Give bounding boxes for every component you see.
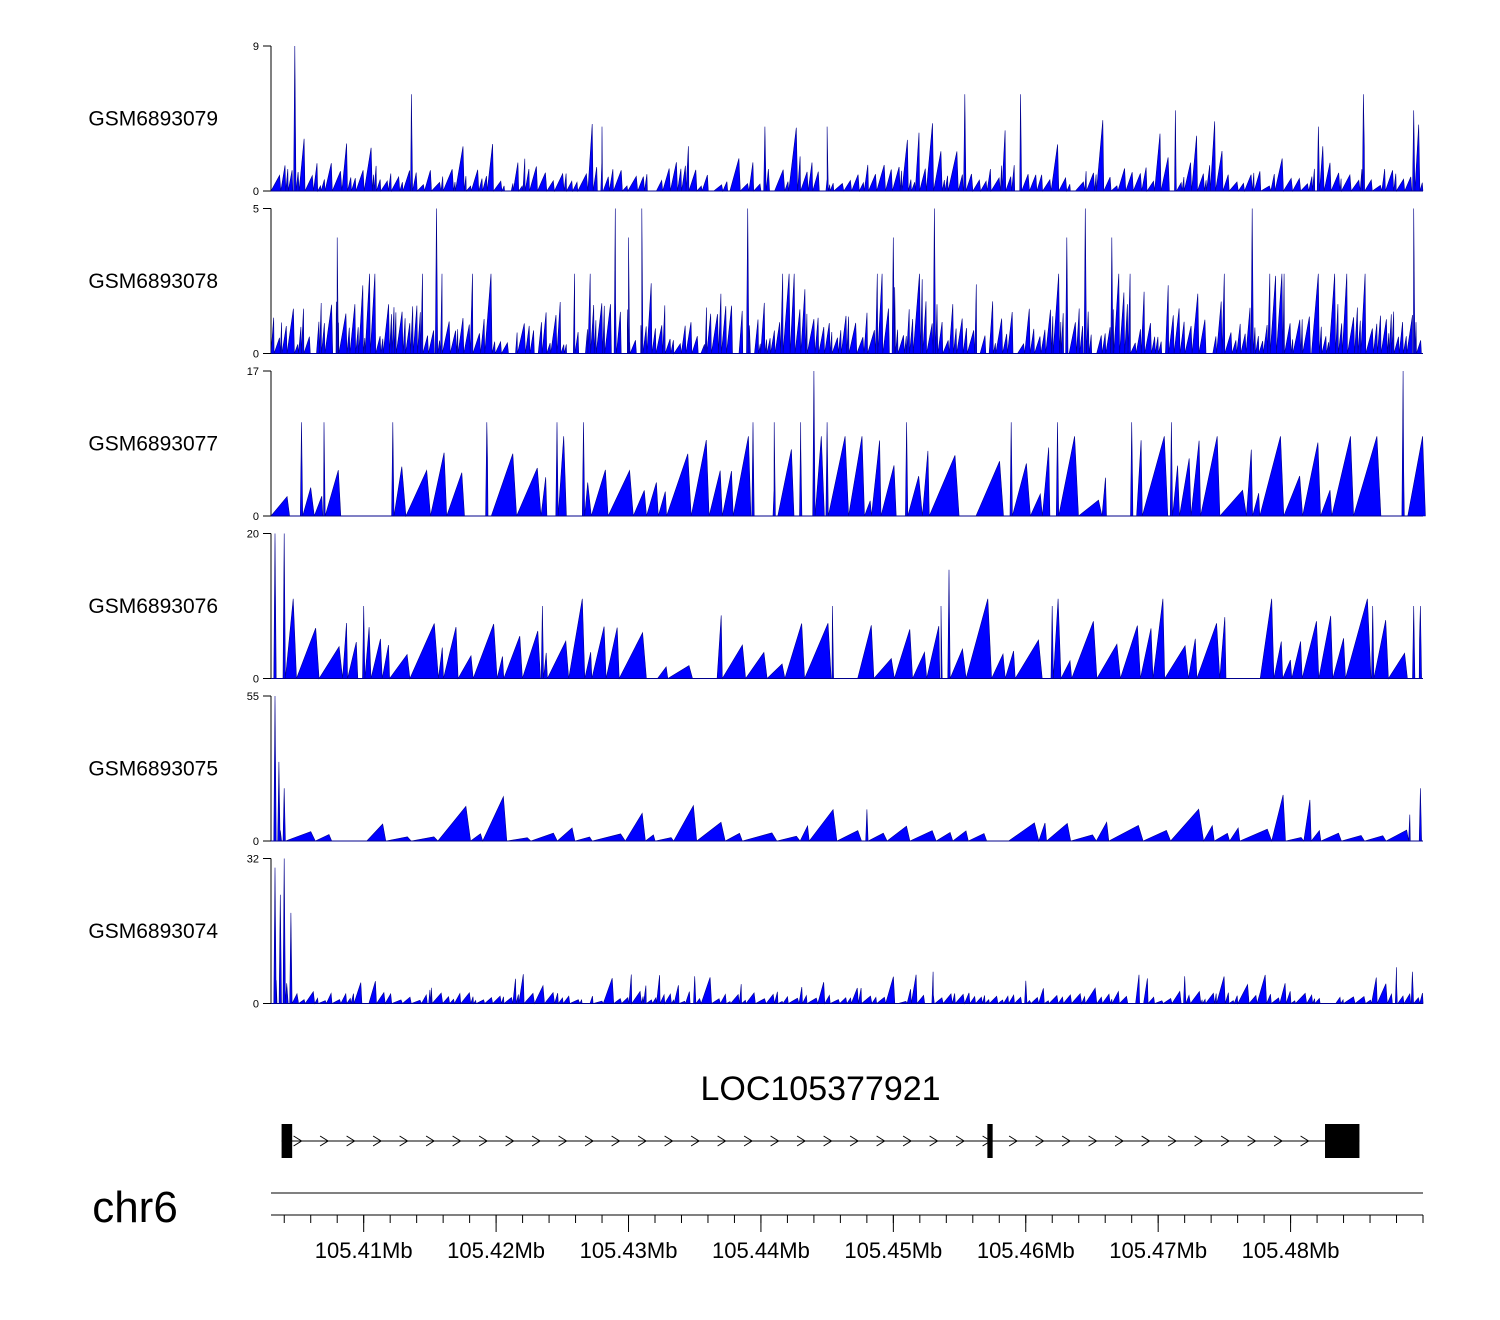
strand-arrow <box>611 1135 621 1147</box>
strand-arrow <box>1035 1135 1045 1147</box>
y-max-label: 32 <box>247 854 259 866</box>
x-tick-label: 105.48Mb <box>1242 1238 1340 1263</box>
strand-arrow <box>876 1135 886 1147</box>
strand-arrow <box>346 1135 356 1147</box>
track-label: GSM6893078 <box>88 270 218 293</box>
y-min-label: 0 <box>253 186 259 198</box>
exon-1 <box>281 1124 293 1158</box>
strand-arrow <box>929 1135 939 1147</box>
strand-arrow <box>584 1135 595 1147</box>
coverage-area <box>270 370 1426 518</box>
track-gsm6893077: GSM6893077 17 0 <box>88 366 1426 523</box>
strand-arrow <box>743 1135 754 1147</box>
genome-axis: chr6 105.41Mb 105.42Mb 105.43Mb 105.44Mb 105.… <box>92 1183 1424 1263</box>
strand-arrow <box>558 1135 568 1147</box>
strand-arrow <box>505 1135 515 1147</box>
y-max-label: 5 <box>253 204 259 216</box>
y-min-label: 0 <box>253 674 259 686</box>
track-label: GSM6893079 <box>88 108 218 131</box>
strand-arrow <box>902 1135 913 1147</box>
y-min-label: 0 <box>253 836 259 848</box>
track-gsm6893076: GSM6893076 20 0 <box>88 529 1423 686</box>
strand-arrow <box>478 1135 489 1147</box>
x-tick-label: 105.43Mb <box>580 1238 678 1263</box>
strand-arrow <box>1088 1135 1098 1147</box>
track-gsm6893079: GSM6893079 9 0 <box>88 41 1424 198</box>
strand-arrow <box>372 1135 383 1147</box>
x-tick-label: 105.45Mb <box>844 1238 942 1263</box>
strand-arrow <box>955 1135 966 1147</box>
strand-arrow <box>452 1135 462 1147</box>
y-min-label: 0 <box>253 349 259 361</box>
coverage-area <box>270 208 1423 355</box>
track-gsm6893075: GSM6893075 55 0 <box>88 691 1423 848</box>
strand-arrow <box>690 1135 701 1147</box>
strand-arrow <box>1114 1135 1125 1147</box>
x-tick-label: 105.46Mb <box>977 1238 1075 1263</box>
strand-arrow <box>770 1135 780 1147</box>
coverage-area <box>271 858 1424 1005</box>
coverage-area <box>271 695 1423 843</box>
strand-arrow <box>823 1135 833 1147</box>
x-tick-label: 105.41Mb <box>315 1238 413 1263</box>
strand-arrow <box>1273 1135 1284 1147</box>
strand-arrow <box>796 1135 807 1147</box>
y-min-label: 0 <box>253 999 259 1011</box>
chromosome-label: chr6 <box>92 1183 178 1232</box>
strand-arrow <box>1300 1135 1310 1147</box>
strand-arrow <box>1061 1135 1072 1147</box>
strand-arrow <box>664 1135 674 1147</box>
gene-name: LOC105377921 <box>700 1070 940 1108</box>
track-gsm6893078: GSM6893078 5 0 <box>88 204 1423 361</box>
strand-arrow <box>399 1135 409 1147</box>
track-label: GSM6893077 <box>88 433 218 456</box>
y-max-label: 55 <box>247 691 259 703</box>
strand-arrow <box>717 1135 727 1147</box>
y-max-label: 17 <box>247 366 259 378</box>
track-gsm6893074: GSM6893074 32 0 <box>88 854 1424 1011</box>
coverage-area <box>271 533 1423 680</box>
strand-arrow <box>293 1135 303 1147</box>
track-label: GSM6893076 <box>88 595 218 618</box>
y-max-label: 20 <box>247 529 259 541</box>
strand-arrow <box>637 1135 648 1147</box>
strand-arrow <box>531 1135 542 1147</box>
track-label: GSM6893075 <box>88 758 218 781</box>
x-tick-label: 105.47Mb <box>1109 1238 1207 1263</box>
y-max-label: 9 <box>253 41 259 53</box>
y-min-label: 0 <box>253 511 259 523</box>
strand-arrow <box>1194 1135 1204 1147</box>
strand-arrow <box>1167 1135 1178 1147</box>
strand-arrow <box>1247 1135 1257 1147</box>
gene-track: LOC105377921 <box>281 1070 1360 1158</box>
x-tick-label: 105.42Mb <box>447 1238 545 1263</box>
x-tick-label: 105.44Mb <box>712 1238 810 1263</box>
exon-2 <box>987 1124 993 1158</box>
strand-arrow <box>1008 1135 1019 1147</box>
strand-arrow <box>1220 1135 1231 1147</box>
strand-arrow <box>319 1135 330 1147</box>
exon-3 <box>1325 1124 1360 1158</box>
strand-arrow <box>425 1135 436 1147</box>
track-label: GSM6893074 <box>88 920 218 943</box>
coverage-area <box>270 45 1424 193</box>
coverage-tracks: GSM689307990GSM689307850GSM6893077170GSM… <box>88 41 1426 1011</box>
strand-arrow <box>849 1135 860 1147</box>
strand-arrow <box>1141 1135 1151 1147</box>
